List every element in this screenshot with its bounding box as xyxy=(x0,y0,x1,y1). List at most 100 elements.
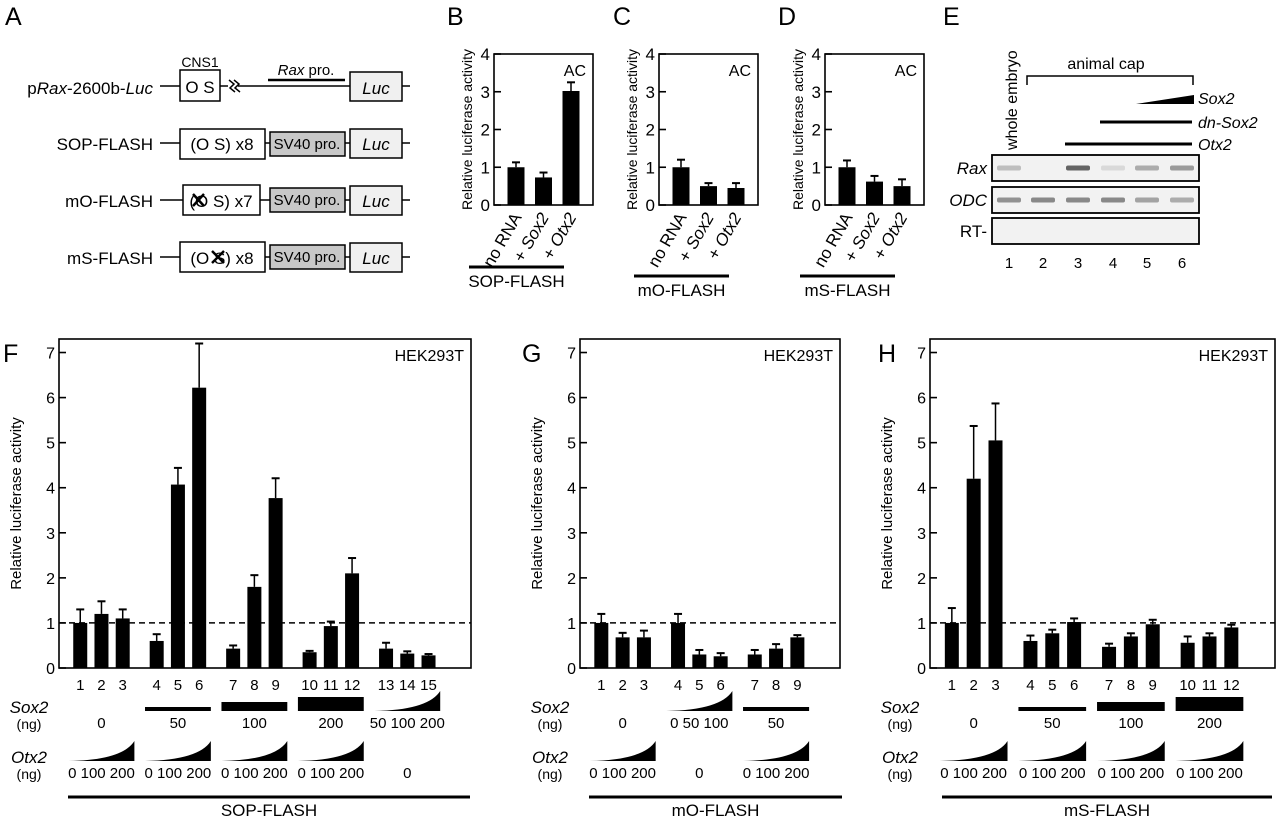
lane-number: 13 xyxy=(378,677,395,694)
bar xyxy=(535,177,552,205)
gel-row-odc xyxy=(991,186,1200,214)
panel-label-f: F xyxy=(3,340,18,368)
lane-number: 3 xyxy=(640,677,648,694)
lane-number: 12 xyxy=(1223,677,1240,694)
mutation-cross-icon xyxy=(192,193,205,207)
y-tick-label: 4 xyxy=(917,481,926,498)
gel-band xyxy=(1135,197,1159,203)
construct-name-mo: mO-FLASH xyxy=(65,192,153,211)
y-tick-label: 0 xyxy=(812,196,821,215)
lane-number: 6 xyxy=(1070,677,1078,694)
sox2-unit-label: (ng) xyxy=(888,716,913,732)
y-tick-label: 2 xyxy=(646,121,655,140)
gel-row-label: RT- xyxy=(960,222,987,241)
sox2-row-label: Sox2 xyxy=(531,698,570,717)
cell-annotation: AC xyxy=(895,63,917,80)
lane-number: 1 xyxy=(76,677,84,694)
bar xyxy=(302,652,317,668)
reporter-label: mO-FLASH xyxy=(638,281,726,300)
lane-number: 9 xyxy=(793,677,801,694)
reporter-label: mS-FLASH xyxy=(1064,801,1150,819)
y-axis-label: Relative luciferase activity xyxy=(879,417,896,590)
gel-band xyxy=(1170,197,1194,203)
otx2-row-label: Otx2 xyxy=(882,748,918,767)
lane-number: 8 xyxy=(772,677,780,694)
cell-annotation: HEK293T xyxy=(1199,348,1269,365)
y-tick-label: 1 xyxy=(646,158,655,177)
sox2-dose-bar xyxy=(1097,702,1165,711)
otx2-dose-label: 0 100 200 xyxy=(221,765,288,782)
otx2-dose-label: 0 100 200 xyxy=(297,765,364,782)
bar xyxy=(893,186,911,205)
lane-number: 10 xyxy=(301,677,318,694)
y-tick-label: 7 xyxy=(567,346,576,363)
panel-label-g: G xyxy=(522,340,541,368)
sv40-label: SV40 pro. xyxy=(274,249,341,266)
bar xyxy=(115,618,130,668)
y-tick-label: 3 xyxy=(481,83,490,102)
sox2-dose-bar xyxy=(145,707,211,711)
mutation-cross-icon xyxy=(211,250,225,264)
bar xyxy=(94,613,109,668)
cell-annotation: AC xyxy=(564,63,586,80)
rax-promoter-label: Rax pro. xyxy=(278,62,335,79)
cell-annotation: HEK293T xyxy=(764,348,834,365)
y-tick-label: 2 xyxy=(481,121,490,140)
bar xyxy=(323,626,338,668)
bar xyxy=(1145,624,1160,668)
plot-frame xyxy=(579,338,841,669)
y-tick-label: 2 xyxy=(46,571,55,588)
bar xyxy=(226,648,241,668)
lane-number: 8 xyxy=(250,677,258,694)
panel-label-e: E xyxy=(943,3,960,31)
element-label: (O S) x8 xyxy=(190,249,253,268)
lane-number: 4 xyxy=(1026,677,1034,694)
lane-number: 4 xyxy=(153,677,161,694)
y-tick-label: 5 xyxy=(46,436,55,453)
y-tick-label: 0 xyxy=(46,661,55,678)
bar xyxy=(671,622,686,668)
lane-number: 2 xyxy=(618,677,626,694)
gel-row-rt xyxy=(991,217,1200,245)
otx2-gradient-wedge xyxy=(743,741,810,761)
otx2-gradient-wedge xyxy=(1018,741,1087,761)
y-tick-label: 6 xyxy=(917,391,926,408)
gel-band xyxy=(997,197,1021,203)
lane-number: 7 xyxy=(1105,677,1113,694)
lane-number: 6 xyxy=(716,677,724,694)
bar xyxy=(507,167,525,205)
bar xyxy=(345,573,360,668)
otx2-gradient-wedge xyxy=(1175,741,1244,761)
construct-name-prax: pRax-2600b-Luc xyxy=(27,79,153,98)
element-label: (O S) x7 xyxy=(189,192,252,211)
lane-number: 12 xyxy=(344,677,361,694)
animal-cap-label: animal cap xyxy=(1067,56,1144,73)
sv40-label: SV40 pro. xyxy=(274,192,341,209)
bar xyxy=(636,637,651,668)
otx2-dose-label: 0 100 200 xyxy=(68,765,135,782)
sox2-dose-label: 50 xyxy=(768,715,785,732)
bar xyxy=(615,637,630,668)
bar xyxy=(192,387,207,668)
otx2-dose-label: 0 100 200 xyxy=(589,765,656,782)
lane-number: 10 xyxy=(1179,677,1196,694)
bar xyxy=(944,622,959,668)
lane-number: 3 xyxy=(991,677,999,694)
sox2-gradient-wedge xyxy=(374,691,441,711)
bar xyxy=(562,90,580,205)
sox2-row-label: Sox2 xyxy=(881,698,920,717)
y-tick-label: 0 xyxy=(646,196,655,215)
lane-number: 1 xyxy=(948,677,956,694)
gel-band xyxy=(1066,197,1090,203)
otx2-gradient-wedge xyxy=(297,741,364,761)
sox2-gradient-wedge xyxy=(666,691,733,711)
luc-label: Luc xyxy=(362,79,390,98)
lane-number: 5 xyxy=(174,677,182,694)
animal-cap-bracket xyxy=(1026,75,1194,85)
y-tick-label: 3 xyxy=(567,526,576,543)
panel-label-b: B xyxy=(447,3,464,31)
sox2-dose-label: 50 xyxy=(170,715,187,732)
lane-number: 15 xyxy=(420,677,437,694)
sox2-dose-label: 50 xyxy=(1044,715,1061,732)
